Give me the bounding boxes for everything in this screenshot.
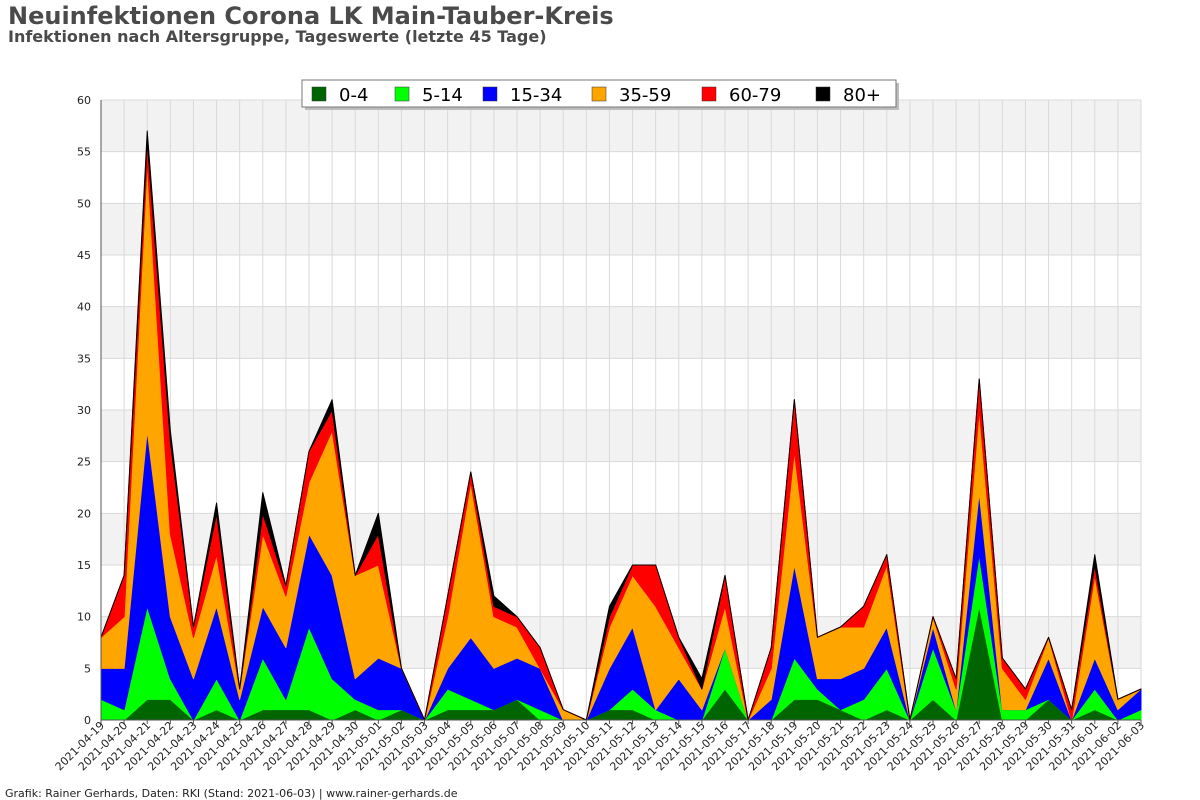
footer-credit: Grafik: Rainer Gerhards, Daten: RKI (Sta…: [5, 787, 458, 800]
legend-swatch-5-14: [394, 86, 410, 102]
legend-label-35-59: 35-59: [619, 85, 671, 106]
legend-swatch-0-4: [311, 86, 327, 102]
legend-label-0-4: 0-4: [339, 85, 368, 106]
grid-band: [101, 203, 1141, 255]
legend-swatch-60-79: [701, 86, 717, 102]
grid-band: [101, 410, 1141, 462]
legend: 0-4 5-14 15-34 35-59 60-79 80+: [301, 79, 899, 110]
legend-label-5-14: 5-14: [422, 85, 463, 106]
legend-label-60-79: 60-79: [729, 85, 781, 106]
grid-band: [101, 306, 1141, 359]
y-tick-label: 45: [77, 249, 91, 262]
legend-swatch-15-34: [482, 86, 498, 102]
y-tick-label: 60: [77, 94, 91, 107]
legend-label-80+: 80+: [843, 85, 881, 106]
y-tick-label: 35: [77, 352, 91, 365]
legend-swatch-35-59: [591, 86, 607, 102]
area-series-80+: [100, 130, 1142, 721]
y-axis-ticks: 0 5 10 15 20 25 30 35 40 45 50 55 60: [77, 94, 91, 727]
chart-title: Neuinfektionen Corona LK Main-Tauber-Kre…: [8, 2, 614, 30]
axes: [100, 100, 1141, 721]
x-axis-ticks: 2021-04-192021-04-202021-04-212021-04-22…: [53, 719, 1147, 773]
y-tick-label: 10: [77, 611, 91, 624]
legend-label-15-34: 15-34: [510, 85, 562, 106]
y-tick-label: 20: [77, 507, 91, 520]
y-tick-label: 0: [84, 714, 91, 727]
y-tick-label: 55: [77, 146, 91, 159]
y-tick-label: 15: [77, 559, 91, 572]
y-tick-label: 5: [84, 662, 91, 675]
legend-swatch-80+: [815, 86, 831, 102]
chart-subtitle: Infektionen nach Altersgruppe, Tageswert…: [8, 27, 547, 46]
y-tick-label: 50: [77, 197, 91, 210]
y-tick-label: 30: [77, 404, 91, 417]
y-tick-label: 40: [77, 301, 91, 314]
y-tick-label: 25: [77, 456, 91, 469]
